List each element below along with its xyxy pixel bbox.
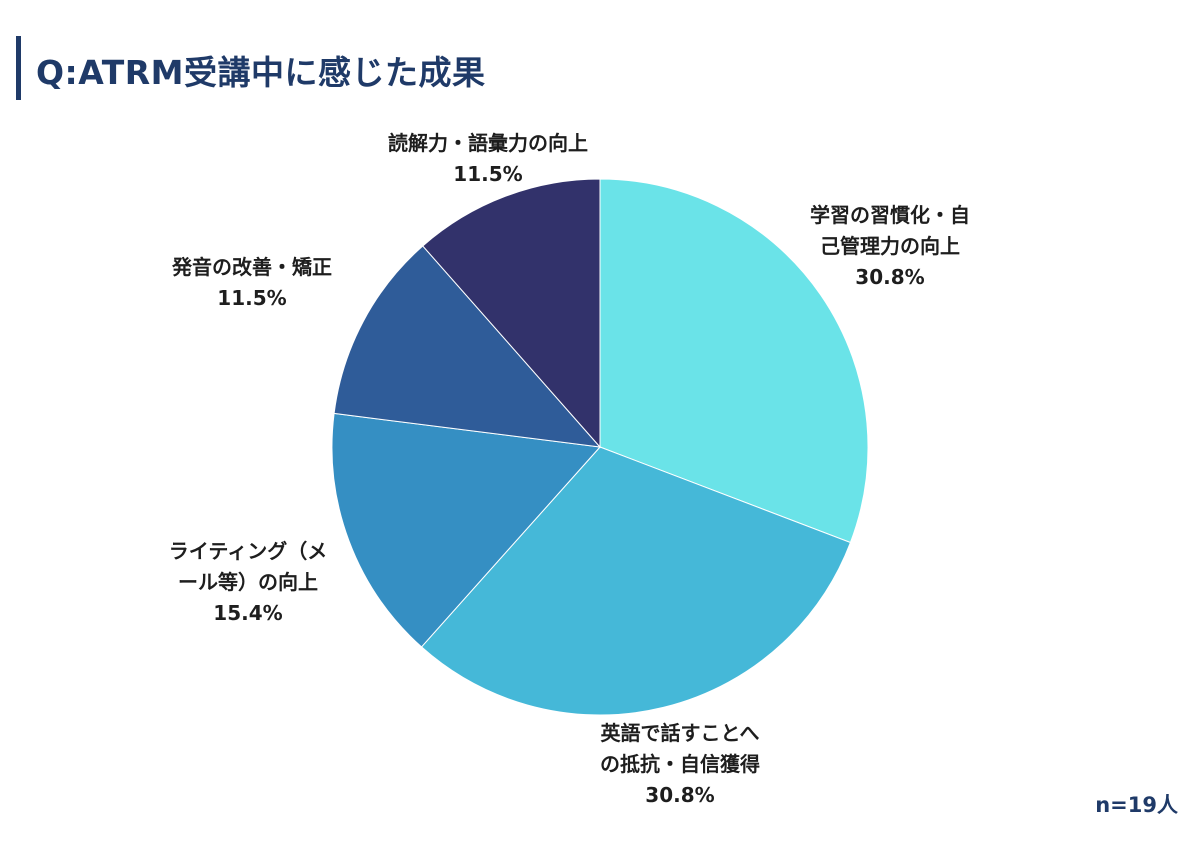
slice-label-text: 読解力・語彙力の向上 (388, 131, 588, 155)
slice-label-3: ライティング（メ ール等）の向上 15.4% (169, 536, 327, 629)
slice-label-text: ライティング（メ (168, 539, 328, 563)
slice-label-text: 己管理力の向上 (820, 234, 960, 258)
slice-label-1: 学習の習慣化・自 己管理力の向上 30.8% (810, 200, 970, 293)
chart-title: Q:ATRM受講中に感じた成果 (36, 53, 486, 92)
pie-slice-1 (599, 178, 869, 544)
slice-value-label: 30.8% (855, 265, 925, 289)
pie-slice-5 (422, 178, 601, 449)
slice-label-text: 発音の改善・矯正 (172, 255, 332, 279)
sample-size-note: n=19人 (1095, 793, 1178, 817)
title-accent-bar (16, 36, 21, 100)
pie-slice-3 (331, 412, 602, 648)
pie-slice-4 (333, 245, 602, 448)
slice-value-label: 11.5% (217, 286, 287, 310)
slice-value-label: 15.4% (213, 601, 283, 625)
pie-slice-2 (420, 446, 852, 716)
slice-value-label: 30.8% (645, 783, 715, 807)
slice-label-text: ール等）の向上 (178, 570, 318, 594)
slice-label-text: の抵抗・自信獲得 (600, 752, 760, 776)
slice-value-label: 11.5% (453, 162, 523, 186)
slice-label-5: 読解力・語彙力の向上 11.5% (388, 128, 588, 190)
slice-label-text: 学習の習慣化・自 (810, 203, 970, 227)
slice-label-text: 英語で話すことへ (600, 721, 760, 745)
slice-label-2: 英語で話すことへ の抵抗・自信獲得 30.8% (600, 718, 760, 811)
slice-label-4: 発音の改善・矯正 11.5% (172, 252, 332, 314)
